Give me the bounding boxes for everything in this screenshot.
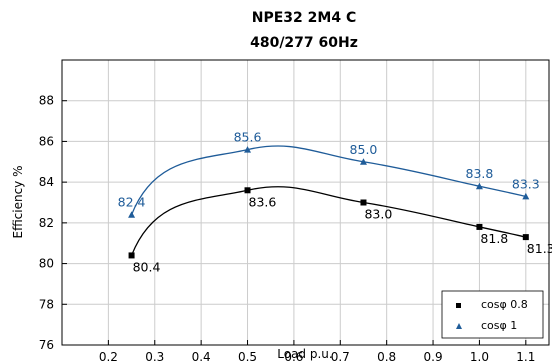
x-tick-label: 0.8 xyxy=(377,350,396,363)
data-point xyxy=(244,187,251,194)
x-axis-label: Load p.u. xyxy=(277,347,332,361)
legend-box xyxy=(441,290,544,339)
x-tick-label: 0.2 xyxy=(99,350,118,363)
x-tick-label: 0.6 xyxy=(284,350,303,363)
legend-marker xyxy=(456,323,462,329)
x-tick-label: 1.0 xyxy=(470,350,489,363)
data-point xyxy=(476,223,483,230)
data-point xyxy=(360,199,367,206)
chart-title: NPE32 2M4 C xyxy=(252,10,356,26)
data-point xyxy=(522,192,530,200)
y-tick-label: 84 xyxy=(39,175,54,189)
series-line xyxy=(130,186,526,256)
data-point xyxy=(244,146,252,153)
data-point xyxy=(128,211,136,218)
x-tick-label: 0.5 xyxy=(238,350,257,363)
y-tick-label: 78 xyxy=(39,297,54,311)
curves xyxy=(130,145,526,256)
x-tick-label: 0.9 xyxy=(424,350,443,363)
x-tick-label: 0.4 xyxy=(192,350,211,363)
y-tick-label: 86 xyxy=(39,134,54,148)
chart-subtitle: 480/277 60Hz xyxy=(250,35,358,51)
data-label: 83.8 xyxy=(466,166,494,181)
data-label: 81.3 xyxy=(527,241,552,256)
series-line xyxy=(130,145,526,215)
y-axis-label: Efficiency % xyxy=(11,165,25,238)
x-tick-label: 1.1 xyxy=(516,350,535,363)
data-point xyxy=(128,252,135,259)
legend: cosφ 0.8 cosφ 1 xyxy=(441,290,544,339)
data-label: 83.0 xyxy=(364,207,392,222)
y-tick-labels: 76 78 80 82 84 86 88 xyxy=(39,94,54,352)
data-label: 85.0 xyxy=(350,142,378,157)
data-label: 81.8 xyxy=(480,231,508,246)
markers xyxy=(128,146,530,259)
x-tick-label: 0.3 xyxy=(145,350,164,363)
legend-label: cosφ 0.8 xyxy=(481,298,528,311)
y-tick-label: 80 xyxy=(39,257,54,271)
plot-frame xyxy=(61,59,550,346)
y-tick-label: 88 xyxy=(39,94,54,108)
data-point xyxy=(522,234,529,241)
x-tick-label: 0.7 xyxy=(331,350,350,363)
legend-marker xyxy=(456,303,461,308)
data-label: 80.4 xyxy=(133,259,161,274)
x-tick-labels: 0.2 0.3 0.4 0.5 0.6 0.7 0.8 0.9 1.0 1.1 xyxy=(99,350,536,363)
data-label: 82.4 xyxy=(118,195,146,210)
y-tick-label: 82 xyxy=(39,216,54,230)
data-labels: 80.4 83.6 83.0 81.8 81.3 82.4 85.6 85.0 83.8 83.3 xyxy=(118,130,552,275)
data-label: 83.6 xyxy=(249,194,277,209)
data-label: 85.6 xyxy=(234,130,262,145)
data-point xyxy=(475,182,483,190)
legend-label: cosφ 1 xyxy=(481,319,517,332)
data-point xyxy=(359,158,367,165)
y-tick-label: 76 xyxy=(39,338,54,352)
data-label: 83.3 xyxy=(512,176,540,191)
